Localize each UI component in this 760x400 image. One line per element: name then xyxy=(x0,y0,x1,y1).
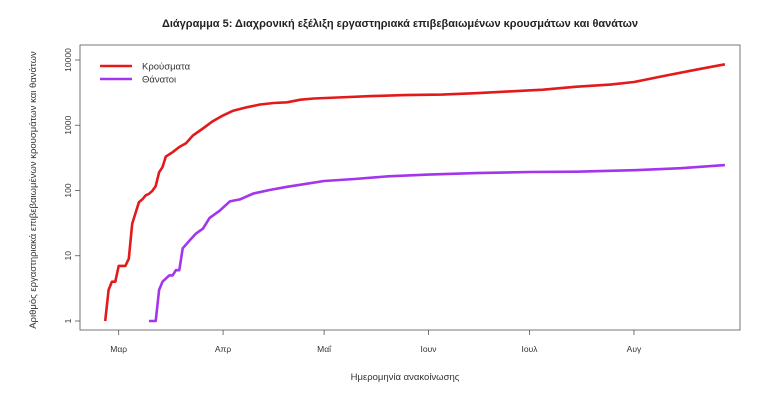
series-line-1 xyxy=(103,63,726,322)
chart-title: Διάγραμμα 5: Διαχρονική εξέλιξη εργαστηρ… xyxy=(162,18,638,30)
x-tick-label: Ιουν xyxy=(421,344,437,354)
legend: Κρούσματα Θάνατοι xyxy=(100,62,191,86)
x-axis-label: Ημερομηνία ανακοίνωσης xyxy=(351,372,460,383)
y-tick-label: 10 xyxy=(63,251,73,261)
x-tick-label: Απρ xyxy=(215,344,232,354)
y-tick-label: 1 xyxy=(63,318,73,323)
legend-label-2: Θάνατοι xyxy=(142,75,176,86)
y-axis-label: Αριθμός εργαστηριακά επιβεβαιωμένων κρου… xyxy=(28,51,39,329)
x-tick-label: Μαρ xyxy=(110,344,127,354)
axes: 1 10 100 1000 10000 Μαρ Απρ Μαΐ Ιουν Ιουλ Αυγ xyxy=(63,44,741,354)
plot-frame xyxy=(79,44,741,331)
legend-label-1: Κρούσματα xyxy=(142,62,191,73)
y-tick-label: 1000 xyxy=(63,116,73,135)
series-line-2 xyxy=(149,163,725,323)
series-group xyxy=(103,63,726,323)
y-tick-label: 10000 xyxy=(63,48,73,72)
x-tick-label: Μαΐ xyxy=(317,344,332,354)
x-tick-label: Αυγ xyxy=(627,344,642,354)
x-tick-label: Ιουλ xyxy=(522,344,539,354)
y-tick-label: 100 xyxy=(63,183,73,197)
